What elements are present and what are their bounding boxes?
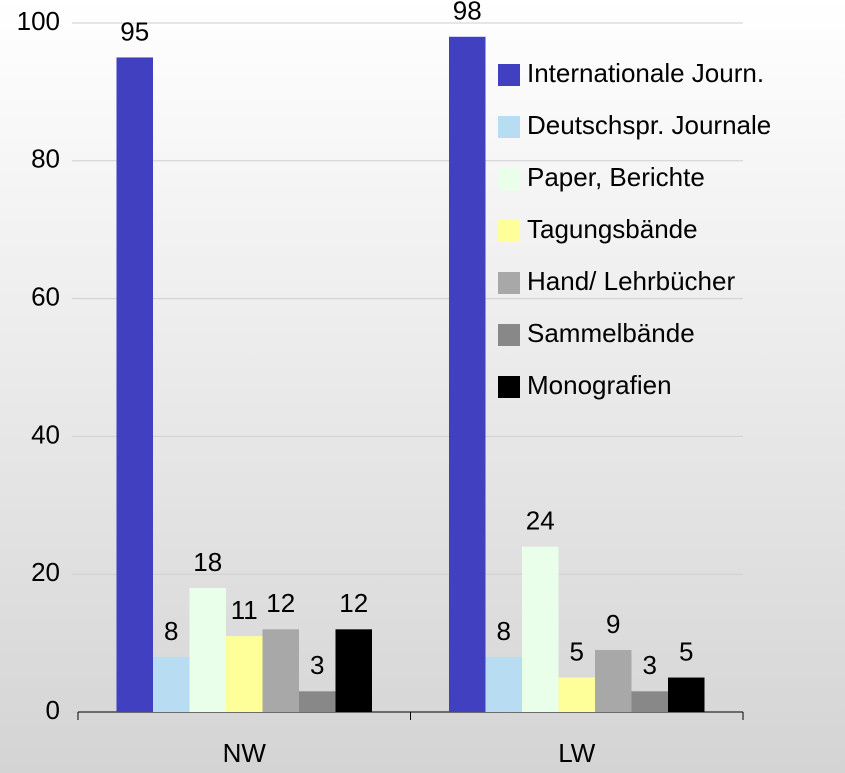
bar <box>189 587 226 712</box>
y-tick-label: 100 <box>17 6 60 36</box>
legend-label: Monografien <box>527 370 672 400</box>
data-label: 5 <box>679 636 693 666</box>
legend-swatch <box>498 272 520 294</box>
legend-label: Hand/ Lehrbücher <box>527 266 735 296</box>
legend-swatch <box>498 376 520 398</box>
legend-label: Paper, Berichte <box>527 162 705 192</box>
bar <box>485 656 522 712</box>
data-label: 24 <box>526 506 555 536</box>
x-tick-label: NW <box>223 738 267 768</box>
legend-swatch <box>498 220 520 242</box>
bar <box>558 677 595 712</box>
legend-label: Internationale Journ. <box>527 58 764 88</box>
data-label: 98 <box>453 0 482 26</box>
data-label: 8 <box>164 616 178 646</box>
legend-swatch <box>498 64 520 86</box>
legend-swatch <box>498 168 520 190</box>
legend-label: Sammelbände <box>527 318 695 348</box>
data-label: 95 <box>120 16 149 46</box>
data-label: 5 <box>570 636 584 666</box>
y-tick-label: 20 <box>31 557 60 587</box>
y-tick-label: 80 <box>31 144 60 174</box>
data-label: 3 <box>310 650 324 680</box>
bar <box>262 629 299 712</box>
bar <box>153 656 190 712</box>
legend-swatch <box>498 116 520 138</box>
bar <box>522 546 559 712</box>
legend-label: Deutschspr. Journale <box>527 110 771 140</box>
x-tick-label: LW <box>558 738 596 768</box>
legend-label: Tagungsbände <box>527 214 698 244</box>
data-label: 18 <box>193 547 222 577</box>
bar <box>335 629 372 712</box>
bar <box>595 649 632 712</box>
y-tick-label: 40 <box>31 419 60 449</box>
bar <box>226 636 263 712</box>
data-label: 11 <box>231 595 258 625</box>
bar <box>631 691 668 712</box>
legend-swatch <box>498 324 520 346</box>
y-tick-label: 0 <box>46 695 60 725</box>
data-label: 3 <box>643 650 657 680</box>
data-label: 12 <box>266 588 295 618</box>
bar <box>668 677 705 712</box>
data-label: 12 <box>339 588 368 618</box>
bar <box>449 36 486 712</box>
bar <box>116 57 153 712</box>
data-label: 8 <box>497 616 511 646</box>
bar <box>299 691 336 712</box>
data-label: 9 <box>606 609 620 639</box>
y-tick-label: 60 <box>31 281 60 311</box>
